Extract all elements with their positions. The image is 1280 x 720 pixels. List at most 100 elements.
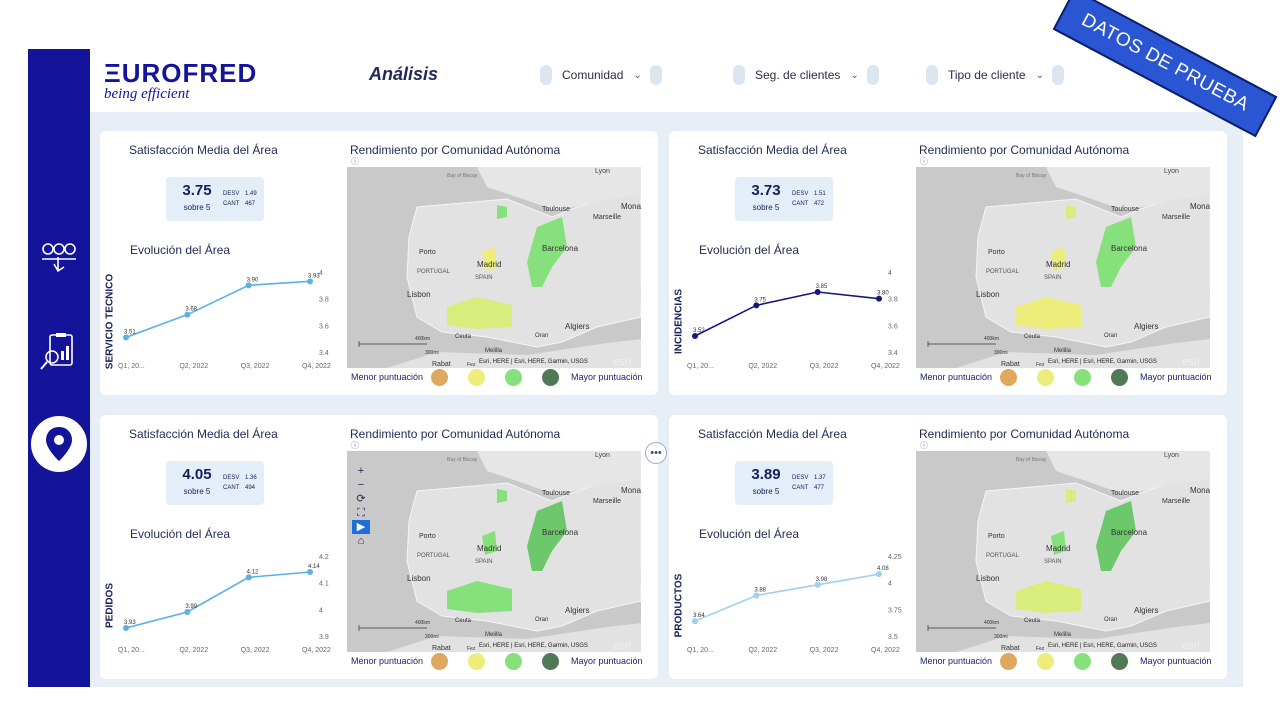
map-title: Rendimiento por Comunidad Autónoma [919, 143, 1130, 157]
data-point[interactable] [123, 334, 129, 341]
choropleth-map[interactable]: Bay of Biscay Lyon Toulouse Marseille Mo… [347, 451, 641, 652]
legend-high-label: Mayor puntuación [1140, 656, 1212, 666]
series-line [125, 571, 311, 629]
choropleth-map[interactable]: Bay of Biscay Lyon Toulouse Marseille Mo… [916, 451, 1210, 652]
choropleth-map[interactable]: Bay of Biscay Lyon Toulouse Marseille Mo… [916, 167, 1210, 368]
map-label-madrid: Madrid [477, 260, 501, 269]
filter-label: Tipo de cliente [948, 68, 1026, 82]
legend-swatch [1000, 369, 1017, 386]
legend-swatch [542, 369, 559, 386]
map-canvas[interactable]: Bay of Biscay Lyon Toulouse Marseille Mo… [347, 451, 641, 652]
data-label: 3.93 [124, 620, 136, 626]
data-point[interactable] [753, 592, 760, 599]
data-point[interactable] [876, 295, 882, 302]
y-tick-label: 4 [888, 270, 892, 277]
info-icon[interactable]: ⓘ [351, 157, 359, 166]
satisfaction-faces-icon[interactable] [38, 237, 80, 279]
map-attribution: Esri, HERE | Esri, HERE, Garmin, USGS [1048, 359, 1157, 365]
map-label-lyon: Lyon [595, 452, 610, 459]
x-tick-label: Q1, 20... [687, 363, 714, 370]
map-label-lyon: Lyon [1164, 452, 1179, 459]
legend-high-label: Mayor puntuación [571, 372, 643, 382]
info-icon[interactable]: ⓘ [920, 157, 928, 166]
zoom-out-button[interactable]: − [357, 479, 365, 491]
data-point[interactable] [307, 278, 313, 285]
reset-view-button[interactable]: ⟳ [356, 493, 366, 505]
filter-tipo-cliente[interactable]: Tipo de cliente ⌄ [926, 65, 1064, 85]
map-label-barcelona: Barcelona [542, 244, 579, 253]
info-icon[interactable]: ⓘ [920, 441, 928, 450]
map-label-oran: Oran [1104, 617, 1117, 623]
data-point[interactable] [184, 311, 191, 318]
legend-swatch [1111, 653, 1128, 670]
filter-segmento-clientes[interactable]: Seg. de clientes ⌄ [733, 65, 879, 85]
x-tick-label: Q3, 2022 [810, 363, 839, 370]
data-point[interactable] [814, 581, 821, 588]
x-tick-label: Q4, 2022 [871, 647, 900, 654]
line-chart[interactable]: 4 3.8 3.6 3.4 3.51 Q1, 20... 3.68 Q2, 2022 3.90 Q… [114, 264, 334, 384]
map-label-toulouse: Toulouse [1111, 490, 1139, 497]
choropleth-map[interactable]: Bay of Biscay Lyon Toulouse Marseille Mo… [347, 167, 641, 368]
map-scale-mi: 300mi [994, 634, 1008, 640]
line-chart-card [100, 543, 336, 679]
chevron-down-icon: ⌄ [633, 69, 642, 81]
map-canvas[interactable]: Bay of Biscay Lyon Toulouse Marseille Mo… [916, 167, 1210, 368]
kpi-value: 3.73 [751, 182, 781, 199]
legend-swatch [505, 369, 522, 386]
legend-low-label: Menor puntuación [351, 656, 424, 666]
info-icon[interactable]: ⓘ [351, 441, 359, 450]
series-line [694, 573, 880, 622]
map-scale-mi: 300mi [994, 350, 1008, 356]
filter-label: Seg. de clientes [755, 68, 841, 82]
esri-logo: esri [613, 356, 631, 368]
data-point[interactable] [876, 571, 882, 578]
kpi-cant-value: 494 [245, 485, 256, 491]
data-point[interactable] [184, 609, 191, 615]
map-canvas[interactable]: Bay of Biscay Lyon Toulouse Marseille Mo… [916, 451, 1210, 652]
filter-cap-left [733, 65, 745, 85]
map-attribution: Esri, HERE | Esri, HERE, Garmin, USGS [479, 643, 588, 649]
data-point[interactable] [245, 574, 252, 581]
map-canvas[interactable]: Bay of Biscay Lyon Toulouse Marseille Mo… [347, 167, 641, 368]
legend-swatch [431, 369, 448, 386]
data-label: 3.88 [754, 587, 766, 593]
data-point[interactable] [753, 302, 760, 309]
legend-low-label: Menor puntuación [351, 372, 424, 382]
map-label-barcelona: Barcelona [1111, 244, 1148, 253]
lasso-button[interactable]: ⌂ [357, 535, 365, 547]
kpi-cant-value: 472 [814, 201, 825, 207]
fullscreen-button[interactable]: ⛶ [357, 507, 365, 519]
more-options-button[interactable]: ••• [645, 442, 667, 464]
location-pin-button[interactable] [31, 416, 87, 472]
line-chart[interactable]: 4 3.8 3.6 3.4 3.52 Q1, 20... 3.75 Q2, 2022 3.85 Q… [683, 264, 903, 384]
kpi-cant-label: CANT [792, 485, 809, 491]
x-tick-label: Q2, 2022 [748, 363, 777, 370]
line-chart[interactable]: 4.25 4 3.75 3.5 3.64 Q1, 20... 3.88 Q2, 2022 3.9… [683, 548, 903, 668]
legend-low-label: Menor puntuación [920, 656, 993, 666]
data-point[interactable] [692, 333, 698, 339]
map-label-barcelona: Barcelona [1111, 528, 1148, 537]
map-label-algiers: Algiers [1134, 322, 1158, 331]
y-tick-label: 3.6 [888, 323, 898, 330]
select-button[interactable]: ▶ [352, 520, 370, 534]
data-label: 3.99 [185, 604, 197, 610]
data-point[interactable] [814, 289, 821, 295]
filter-comunidad[interactable]: Comunidad ⌄ [540, 65, 662, 85]
data-label: 3.75 [754, 297, 766, 303]
data-point[interactable] [123, 625, 129, 631]
data-point[interactable] [307, 569, 313, 575]
zoom-in-button[interactable]: + [357, 465, 365, 477]
map-label-fez: Fez [467, 646, 476, 652]
evo-title: Evolución del Área [699, 243, 800, 257]
map-label-ceuta: Ceuta [455, 618, 472, 624]
map-label-porto: Porto [988, 249, 1005, 256]
data-point[interactable] [245, 282, 252, 289]
data-point[interactable] [692, 618, 698, 625]
y-tick-label: 3.4 [888, 350, 898, 357]
map-label-toulouse: Toulouse [542, 206, 570, 213]
report-search-icon[interactable] [38, 331, 80, 373]
kpi-cant-label: CANT [223, 201, 240, 207]
x-tick-label: Q4, 2022 [871, 363, 900, 370]
map-scale-mi: 300mi [425, 634, 439, 640]
